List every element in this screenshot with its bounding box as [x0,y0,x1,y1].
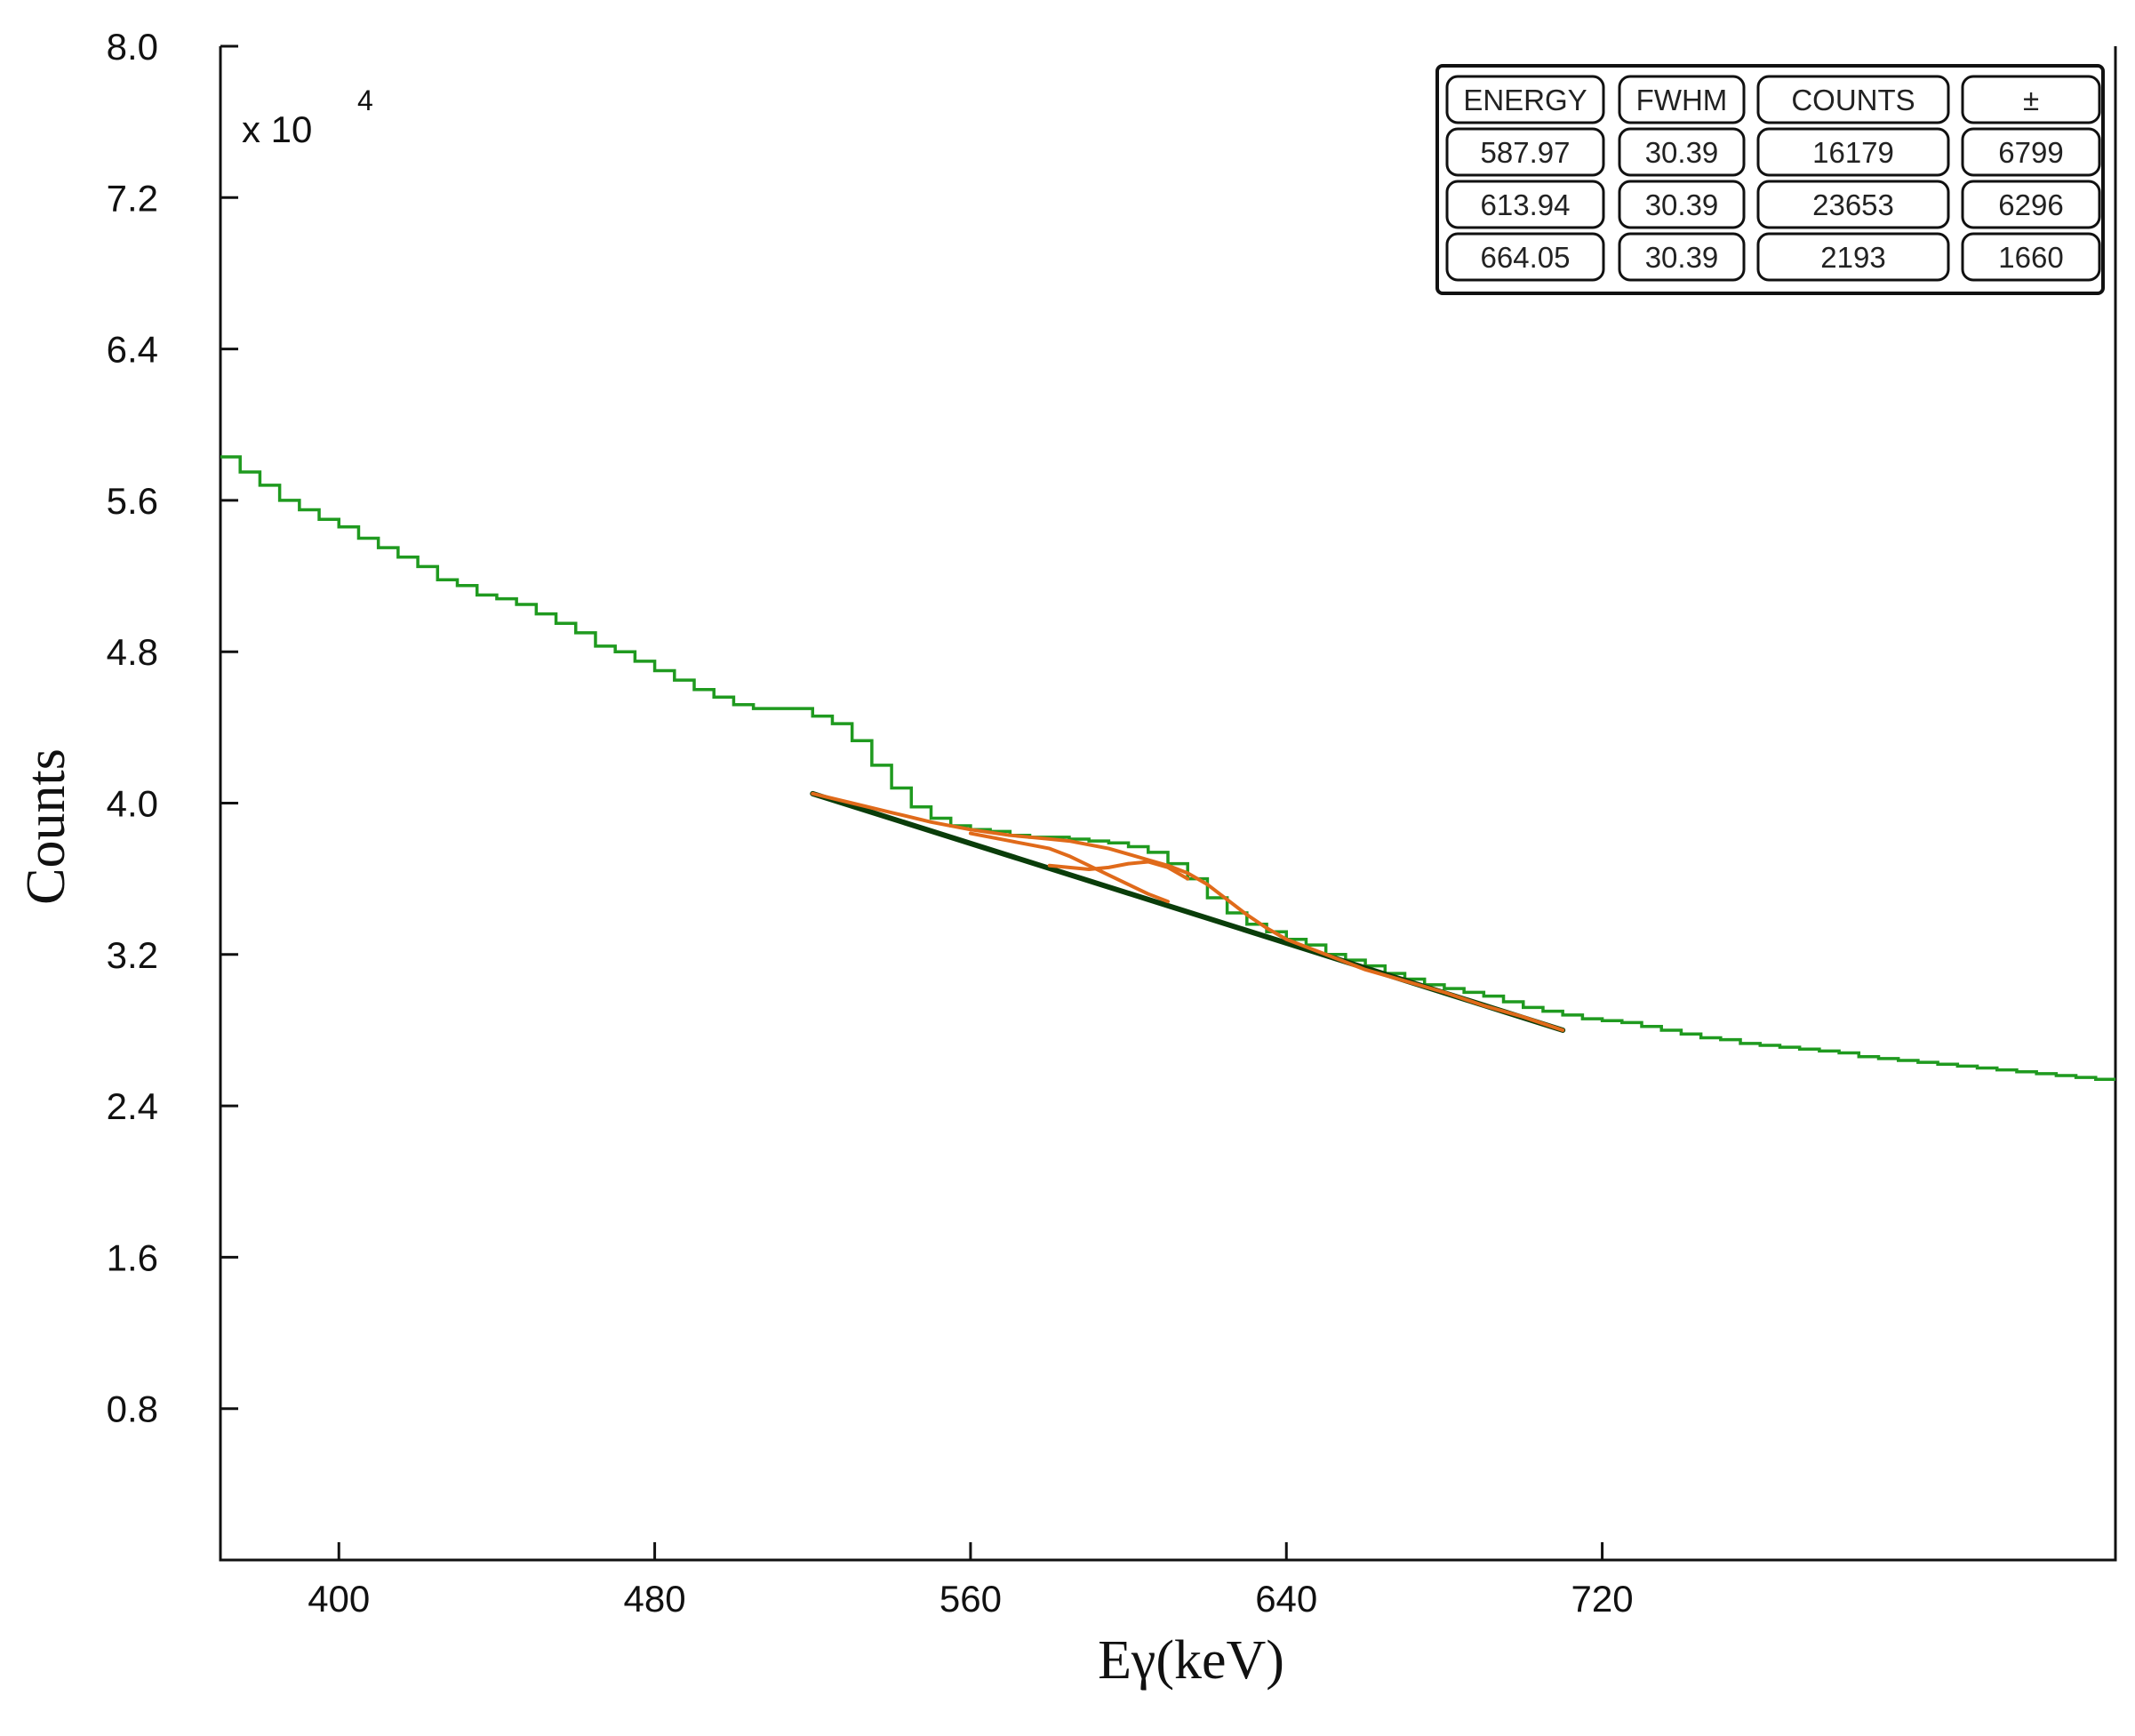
y-tick-label: 7.2 [107,177,158,219]
table-cell-text: 1660 [1998,241,2063,274]
table-cell [1445,180,1605,229]
table-header-text: FWHM [1636,84,1728,116]
table-cell [1445,232,1605,282]
table-cell-text: 664.05 [1481,241,1571,274]
table-header-text: COUNTS [1791,84,1915,116]
table-cell [1618,180,1746,229]
table-header-text: ENERGY [1463,84,1587,116]
fit-total-series [811,791,1565,1032]
x-tick-label: 400 [308,1578,370,1620]
table-header-cell [1756,75,1950,124]
peak-2-series [1047,860,1190,881]
table-cell [1756,180,1950,229]
y-tick-label: 1.6 [107,1236,158,1278]
y-tick-label: 8.0 [107,26,158,68]
table-cell-text: 587.97 [1481,136,1571,169]
y-axis-ticks: 0.8 1.6 2.4 3.2 4.0 4.8 5.6 6.4 7.2 8.0 [107,26,238,1430]
table-cell [1961,232,2101,282]
table-cell-text: 16179 [1812,136,1894,169]
table-cell-text: 30.39 [1645,188,1719,221]
y-tick-label: 6.4 [107,329,158,371]
y-tick-label: 3.2 [107,934,158,976]
table-header-cell [1618,75,1746,124]
y-multiplier-label: x 10 [242,108,312,150]
y-axis-label: Counts [16,748,76,905]
table-cell [1445,127,1605,177]
table-header-text: ± [2023,84,2039,116]
y-tick-label: 4.0 [107,783,158,825]
peak-1-series [968,831,1170,904]
y-tick-label: 5.6 [107,480,158,522]
table-cell [1961,180,2101,229]
table-cell [1756,232,1950,282]
table-cell [1618,232,1746,282]
table-cell-text: 6296 [1998,188,2063,221]
table-cell-text: 2193 [1820,241,1885,274]
x-tick-label: 560 [940,1578,1002,1620]
table-cell [1756,127,1950,177]
table-header-cell [1445,75,1605,124]
y-multiplier-exponent: 4 [357,84,373,116]
y-tick-label: 0.8 [107,1388,158,1430]
series-layer [220,455,2115,1082]
x-axis-ticks: 400 480 560 640 720 [308,1542,1634,1620]
table-cell-text: 23653 [1812,188,1894,221]
results-table: ENERGY FWHM COUNTS ±587.97 30.39 16179 6799 613… [1435,64,2105,295]
y-tick-label: 4.8 [107,631,158,673]
table-cell [1618,127,1746,177]
x-tick-label: 720 [1571,1578,1634,1620]
table-cell-text: 6799 [1998,136,2063,169]
x-axis-label: Eγ(keV) [1098,1630,1284,1691]
table-header-cell [1961,75,2101,124]
x-tick-label: 480 [624,1578,686,1620]
table-cell-text: 30.39 [1645,241,1719,274]
x-tick-label: 640 [1255,1578,1317,1620]
spectrum-series [220,455,2115,1082]
table-cell-text: 30.39 [1645,136,1719,169]
table-cell-text: 613.94 [1481,188,1571,221]
y-tick-label: 2.4 [107,1085,158,1127]
table-cell [1961,127,2101,177]
